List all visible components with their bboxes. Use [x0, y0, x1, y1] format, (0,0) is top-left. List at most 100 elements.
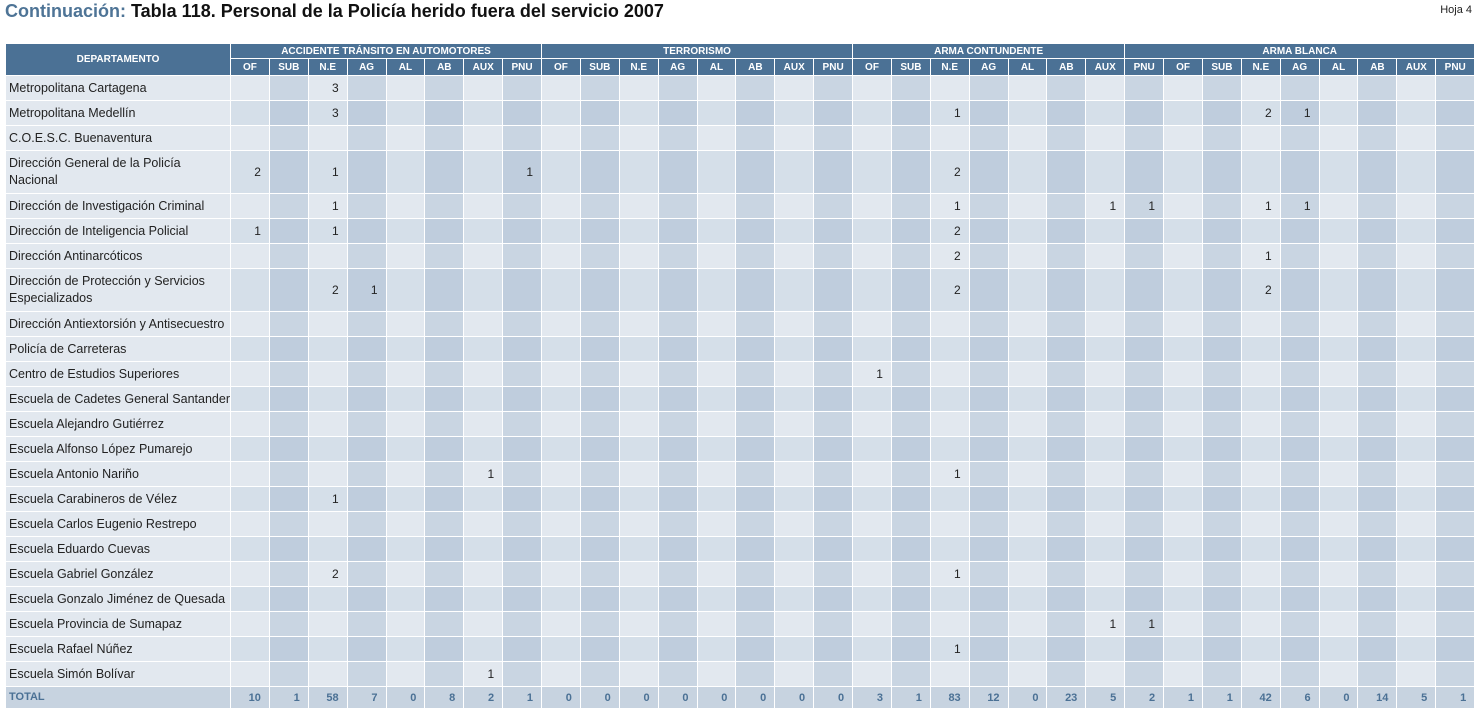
table-cell — [1435, 243, 1476, 269]
table-cell — [579, 268, 620, 312]
table-cell — [1124, 636, 1165, 662]
table-cell — [579, 511, 620, 537]
table-cell — [346, 436, 387, 462]
table-row: Escuela Simón Bolívar 1 — [5, 661, 1476, 687]
table-cell — [1007, 218, 1048, 244]
table-cell — [1318, 361, 1359, 387]
table-cell — [424, 661, 465, 687]
table-cell — [424, 268, 465, 312]
table-cell — [1124, 75, 1165, 101]
column-header: SUB — [890, 58, 931, 76]
table-cell — [1279, 218, 1320, 244]
table-cell — [1046, 75, 1087, 101]
table-row: Dirección General de la Policía Nacional… — [5, 150, 1476, 194]
table-cell — [1046, 661, 1087, 687]
table-cell — [618, 436, 659, 462]
table-cell — [1357, 461, 1398, 487]
table-row: C.O.E.S.C. Buenaventura — [5, 125, 1476, 151]
table-cell — [852, 611, 892, 637]
table-cell — [1279, 611, 1320, 637]
table-cell — [1435, 125, 1476, 151]
table-cell — [852, 125, 892, 151]
table-cell — [1435, 536, 1476, 562]
table-cell — [852, 243, 892, 269]
table-cell — [579, 611, 620, 637]
table-cell — [463, 75, 504, 101]
table-cell — [1201, 100, 1242, 126]
table-cell — [424, 611, 465, 637]
table-cell — [385, 486, 426, 512]
column-header: PNU — [813, 58, 854, 76]
table-cell — [1435, 411, 1476, 437]
group-header: TERRORISMO — [541, 43, 854, 59]
table-cell — [1163, 311, 1203, 337]
table-cell — [1007, 386, 1048, 412]
department-header: DEPARTAMENTO — [5, 43, 231, 76]
table-cell — [774, 75, 815, 101]
table-cell — [346, 336, 387, 362]
table-cell — [852, 636, 892, 662]
table-cell — [1357, 311, 1398, 337]
table-cell — [307, 461, 348, 487]
table-cell — [1163, 336, 1203, 362]
table-row: Metropolitana Cartagena 3 — [5, 75, 1476, 101]
table-cell — [1201, 561, 1242, 587]
table-cell — [1163, 486, 1203, 512]
table-cell — [424, 486, 465, 512]
table-cell — [1318, 611, 1359, 637]
table-cell — [541, 386, 581, 412]
total-label: TOTAL — [5, 686, 231, 709]
table-cell — [929, 125, 970, 151]
table-cell — [385, 461, 426, 487]
total-cell: 0 — [618, 686, 659, 709]
column-header: N.E — [1240, 58, 1281, 76]
table-cell — [1357, 243, 1398, 269]
table-cell — [1240, 486, 1281, 512]
table-row: Dirección de Protección y Servicios Espe… — [5, 268, 1476, 312]
table-cell — [735, 586, 776, 612]
table-cell — [735, 486, 776, 512]
table-cell — [541, 268, 581, 312]
table-cell — [852, 661, 892, 687]
department-name: Escuela Carabineros de Vélez — [5, 486, 231, 512]
table-cell — [929, 486, 970, 512]
department-name: Policía de Carreteras — [5, 336, 231, 362]
table-cell: 2 — [307, 561, 348, 587]
column-header: AL — [696, 58, 737, 76]
table-cell — [424, 511, 465, 537]
table-cell — [657, 411, 698, 437]
table-cell — [618, 461, 659, 487]
table-cell — [268, 125, 309, 151]
column-header: SUB — [268, 58, 309, 76]
table-cell — [813, 311, 854, 337]
table-cell — [1201, 636, 1242, 662]
table-cell — [1007, 436, 1048, 462]
table-cell — [307, 311, 348, 337]
table-cell — [968, 268, 1009, 312]
table-cell — [1007, 125, 1048, 151]
table-cell — [890, 411, 931, 437]
table-cell — [1240, 411, 1281, 437]
table-cell: 2 — [929, 150, 970, 194]
total-cell: 0 — [696, 686, 737, 709]
table-cell — [774, 436, 815, 462]
table-cell — [346, 561, 387, 587]
table-cell — [929, 311, 970, 337]
department-name: Escuela Rafael Núñez — [5, 636, 231, 662]
table-cell — [1085, 461, 1126, 487]
table-cell — [1046, 586, 1087, 612]
table-cell — [268, 336, 309, 362]
table-cell — [696, 75, 737, 101]
table-cell — [230, 586, 270, 612]
table-cell — [1085, 636, 1126, 662]
table-cell — [929, 361, 970, 387]
table-cell: 1 — [929, 561, 970, 587]
table-cell — [813, 243, 854, 269]
table-cell — [1007, 661, 1048, 687]
table-row: Escuela Gonzalo Jiménez de Quesada — [5, 586, 1476, 612]
table-cell — [813, 386, 854, 412]
table-cell — [1279, 561, 1320, 587]
table-cell — [541, 561, 581, 587]
continuation-label: Continuación: — [5, 1, 126, 21]
table-cell — [929, 75, 970, 101]
